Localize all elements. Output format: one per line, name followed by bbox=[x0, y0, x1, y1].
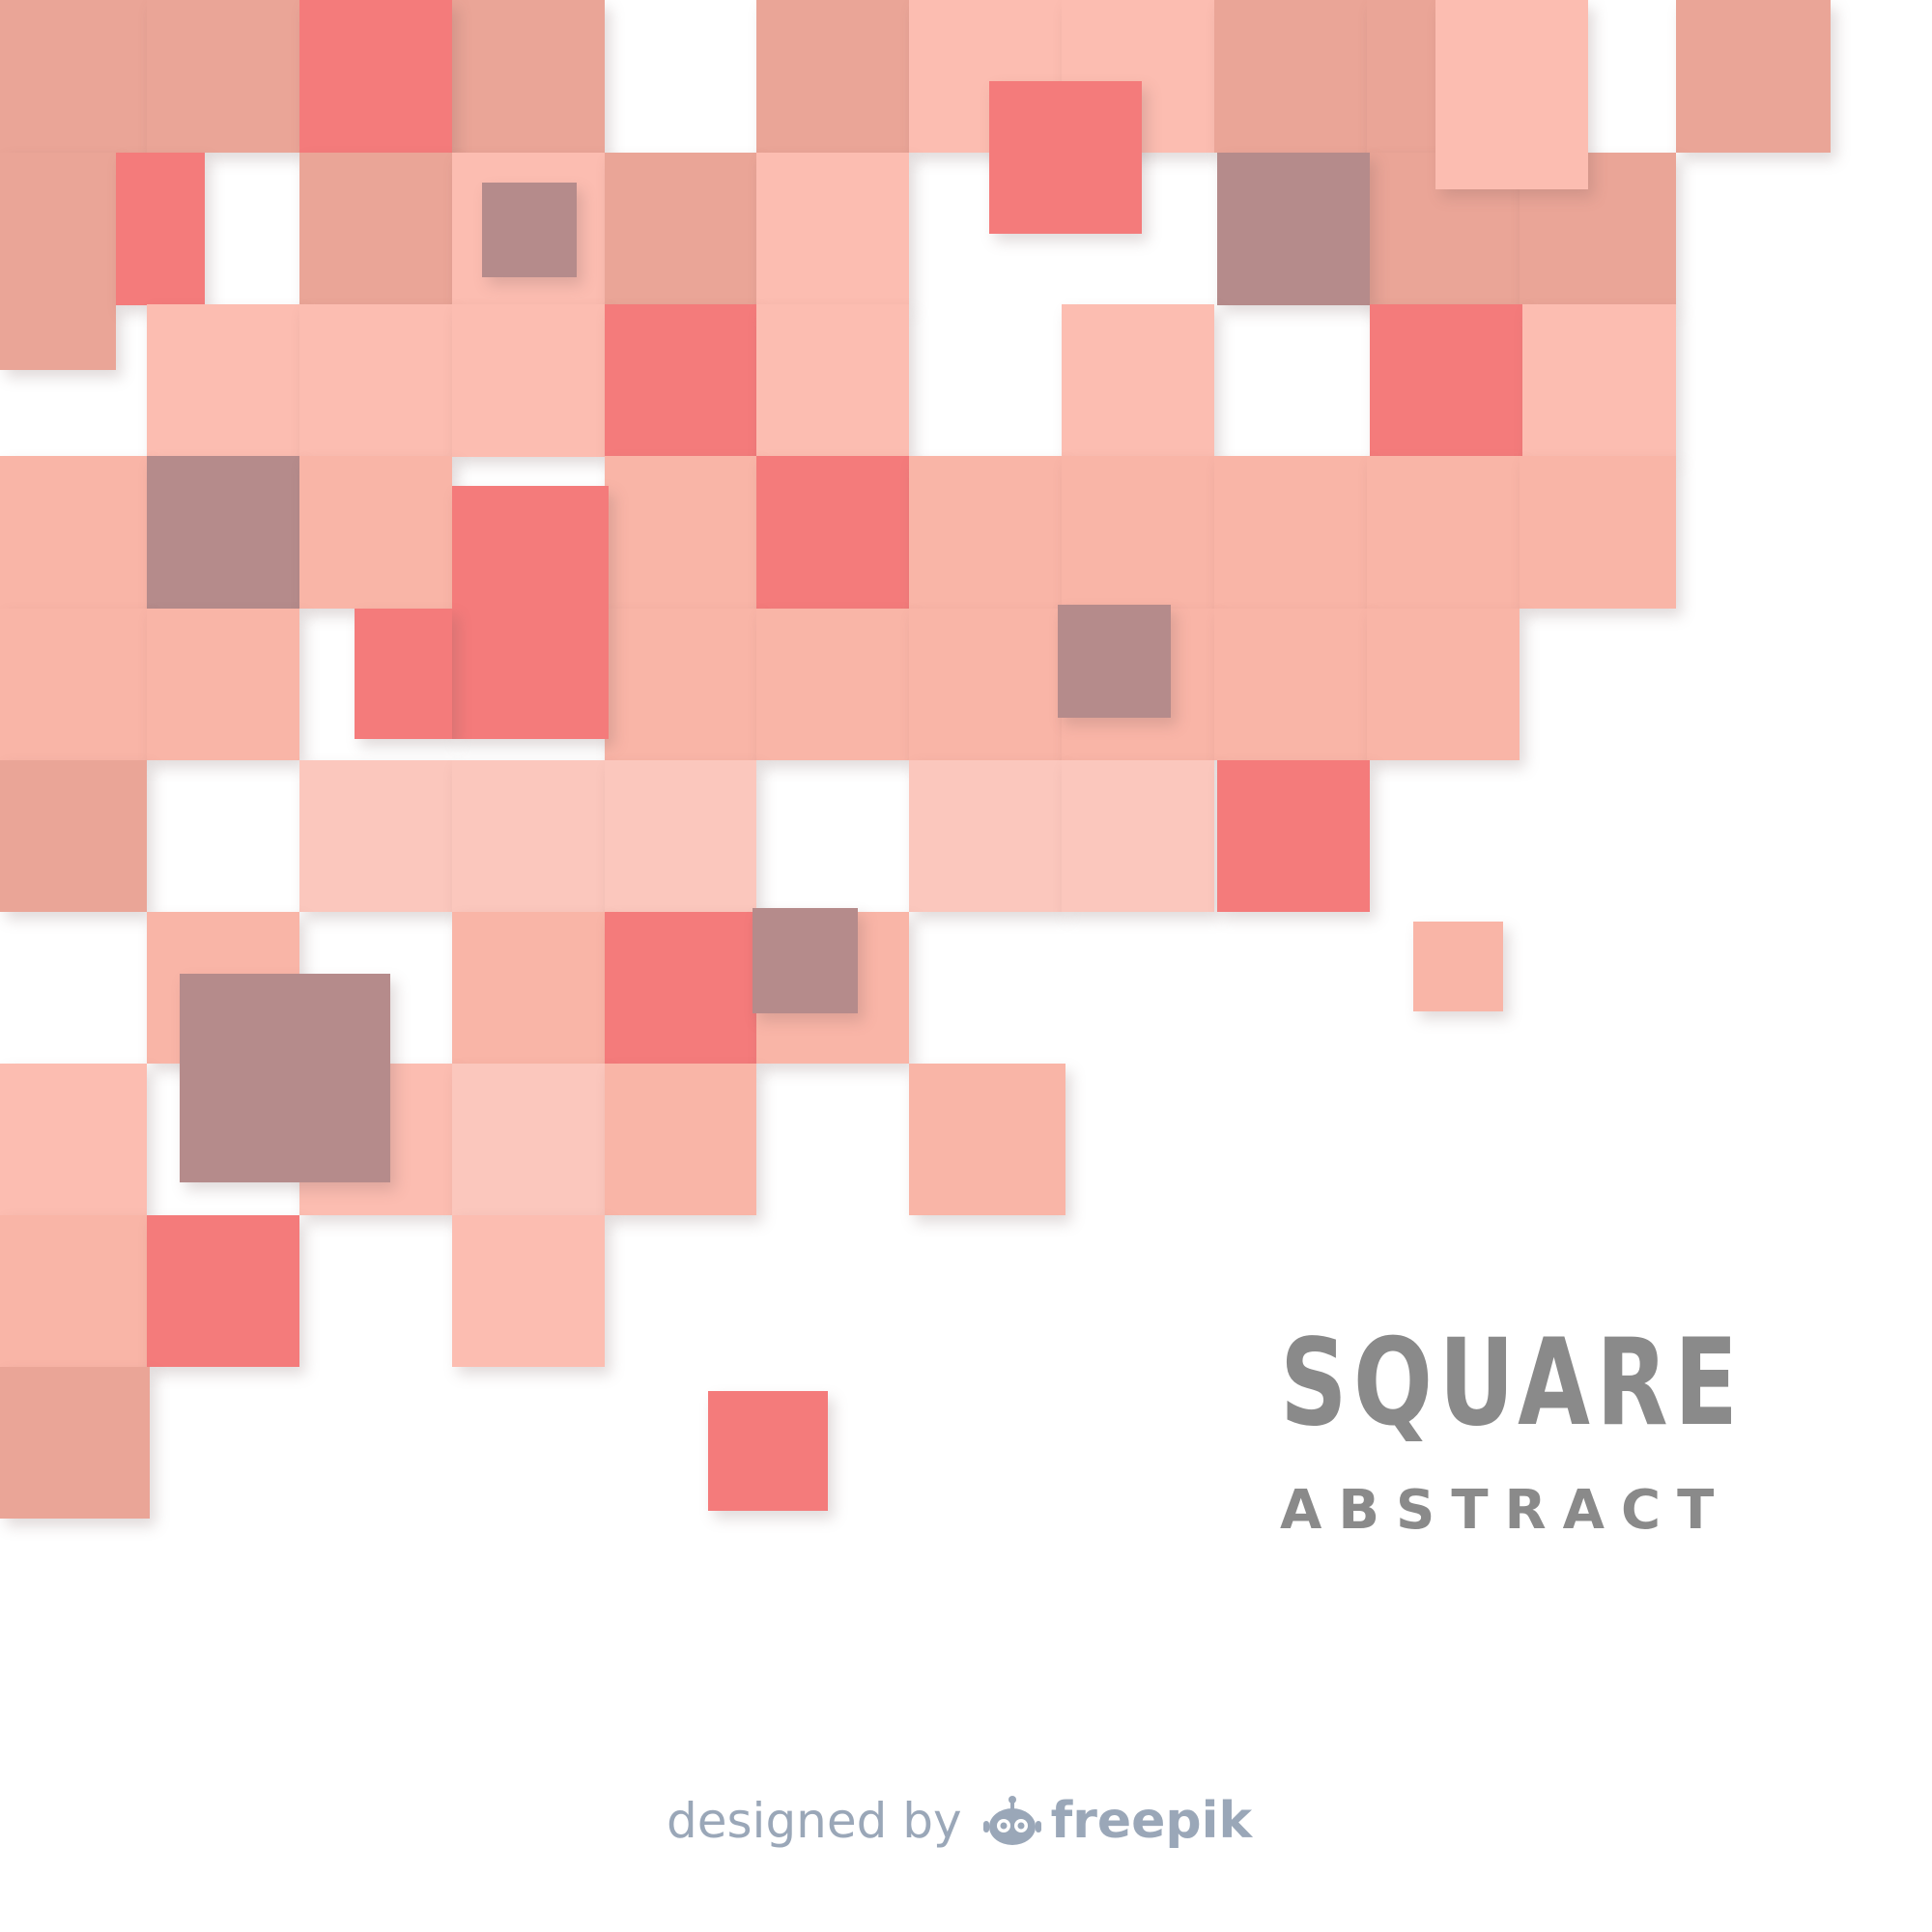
mosaic-square bbox=[1214, 609, 1367, 760]
mosaic-square bbox=[1214, 456, 1367, 609]
designer-credit: designed by freepik bbox=[667, 1787, 1252, 1855]
mosaic-square bbox=[0, 456, 147, 609]
mosaic-square bbox=[1217, 153, 1370, 305]
mosaic-square bbox=[756, 153, 909, 305]
mosaic-square bbox=[605, 304, 756, 457]
credit-brand: freepik bbox=[1050, 1792, 1253, 1850]
mosaic-square bbox=[147, 1215, 299, 1367]
mosaic-square bbox=[1062, 304, 1214, 457]
mosaic-square bbox=[452, 912, 605, 1064]
mosaic-square bbox=[0, 760, 147, 912]
mosaic-square bbox=[0, 1367, 150, 1519]
mosaic-square bbox=[452, 304, 605, 457]
mosaic-square bbox=[605, 153, 756, 305]
mosaic-square bbox=[299, 153, 452, 305]
mosaic-square bbox=[452, 1064, 605, 1215]
mosaic-square bbox=[909, 456, 1062, 609]
mosaic-square bbox=[605, 760, 756, 912]
mosaic-square bbox=[756, 0, 909, 153]
mosaic-square bbox=[482, 183, 577, 277]
mosaic-square bbox=[756, 304, 909, 457]
mosaic-square bbox=[147, 456, 299, 609]
title-main: SQUARE bbox=[1280, 1314, 1745, 1453]
mosaic-square bbox=[708, 1391, 828, 1511]
mosaic-square bbox=[1520, 456, 1676, 609]
mosaic-square bbox=[756, 456, 909, 609]
mosaic-square bbox=[452, 486, 609, 739]
mosaic-square bbox=[1435, 0, 1588, 189]
mosaic-square bbox=[1676, 0, 1831, 153]
mosaic-square bbox=[0, 1064, 147, 1215]
mosaic-square bbox=[0, 153, 116, 370]
mosaic-square bbox=[605, 1064, 756, 1215]
mosaic-square bbox=[452, 760, 605, 912]
mosaic-square bbox=[753, 908, 858, 1013]
freepik-robot-icon bbox=[982, 1794, 1041, 1848]
mosaic-square bbox=[1062, 760, 1214, 912]
mosaic-square bbox=[0, 1215, 147, 1367]
mosaic-square bbox=[355, 609, 452, 739]
mosaic-square bbox=[1522, 304, 1676, 457]
mosaic-square bbox=[0, 609, 147, 760]
mosaic-square bbox=[605, 912, 756, 1064]
mosaic-square bbox=[1367, 456, 1520, 609]
title-block: SQUARE ABSTRACT bbox=[1280, 1314, 1745, 1542]
mosaic-square bbox=[1062, 456, 1214, 609]
mosaic-square bbox=[147, 609, 299, 760]
mosaic-square bbox=[909, 760, 1062, 912]
mosaic-square bbox=[1370, 304, 1522, 457]
mosaic-square bbox=[299, 304, 452, 457]
mosaic-square bbox=[1367, 609, 1520, 760]
mosaic-square bbox=[0, 0, 147, 153]
mosaic-square bbox=[909, 609, 1062, 760]
mosaic-square bbox=[452, 1215, 605, 1367]
mosaic-square bbox=[1217, 760, 1370, 912]
title-subtitle: ABSTRACT bbox=[1280, 1479, 1731, 1542]
mosaic-square bbox=[299, 456, 452, 609]
mosaic-square bbox=[147, 304, 299, 457]
mosaic-square bbox=[147, 0, 299, 153]
mosaic-square bbox=[180, 974, 390, 1182]
mosaic-square bbox=[989, 81, 1142, 234]
mosaic-square bbox=[299, 760, 452, 912]
mosaic-square bbox=[452, 0, 605, 153]
mosaic-square bbox=[1058, 605, 1171, 718]
credit-prefix: designed by bbox=[667, 1793, 962, 1849]
mosaic-square bbox=[909, 1064, 1065, 1215]
mosaic-square bbox=[605, 456, 756, 609]
mosaic-square bbox=[116, 153, 205, 305]
mosaic-square bbox=[605, 609, 756, 760]
mosaic-square bbox=[1413, 922, 1503, 1011]
mosaic-square bbox=[299, 0, 452, 153]
mosaic-square bbox=[756, 609, 909, 760]
mosaic-square bbox=[1214, 0, 1367, 153]
